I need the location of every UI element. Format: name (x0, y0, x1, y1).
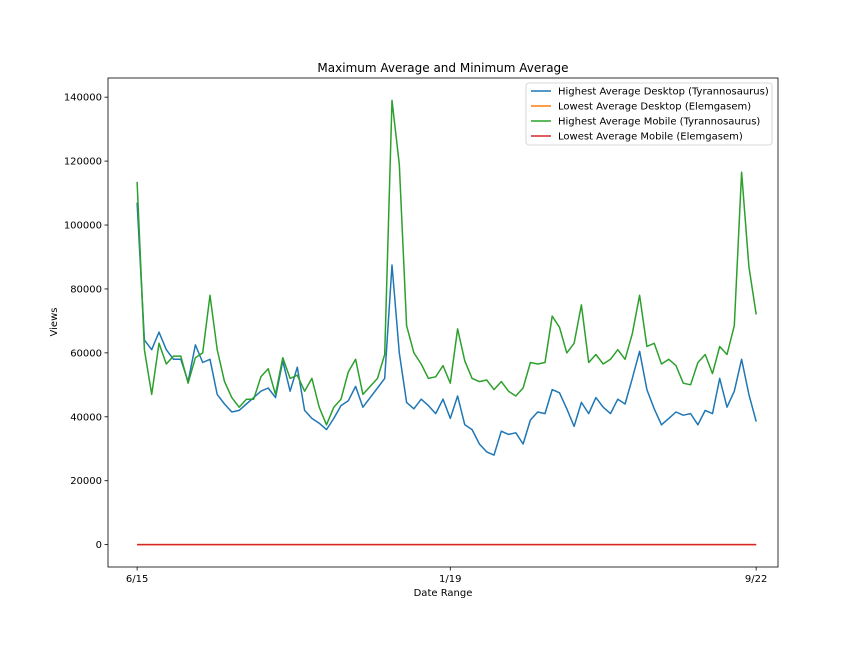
x-axis-label: Date Range (414, 588, 473, 599)
series-line-1 (136, 202, 757, 456)
legend: Highest Average Desktop (Tyrannosaurus) L… (525, 82, 773, 146)
y-tick-label: 40000 (70, 412, 102, 423)
x-tick-label: 6/15 (126, 574, 148, 585)
y-tick-label: 20000 (70, 476, 102, 487)
y-tick-label: 140000 (64, 93, 102, 104)
y-tick-label: 80000 (70, 284, 102, 295)
y-axis: 0 20000 40000 60000 80000 100000 120000 140000 (64, 93, 108, 551)
y-tick-label: 120000 (64, 157, 102, 168)
y-tick-label: 100000 (64, 221, 102, 232)
chart-title: Maximum Average and Minimum Average (317, 61, 568, 75)
y-tick-label: 60000 (70, 348, 102, 359)
plot-frame (107, 77, 779, 568)
y-axis-label: Views (49, 308, 60, 337)
x-tick-label: 1/19 (439, 574, 461, 585)
legend-label: Lowest Average Mobile (Elemgasem) (558, 132, 743, 143)
legend-label: Highest Average Desktop (Tyrannosaurus) (558, 87, 769, 98)
y-tick-label: 0 (96, 540, 102, 551)
legend-label: Highest Average Mobile (Tyrannosaurus) (558, 117, 760, 128)
x-axis: 6/15 1/19 9/22 (126, 567, 767, 585)
legend-box (525, 82, 773, 146)
legend-label: Lowest Average Desktop (Elemgasem) (558, 102, 751, 113)
series-line-3 (136, 99, 757, 426)
x-tick-label: 9/22 (745, 574, 767, 585)
plot-area (136, 99, 757, 546)
